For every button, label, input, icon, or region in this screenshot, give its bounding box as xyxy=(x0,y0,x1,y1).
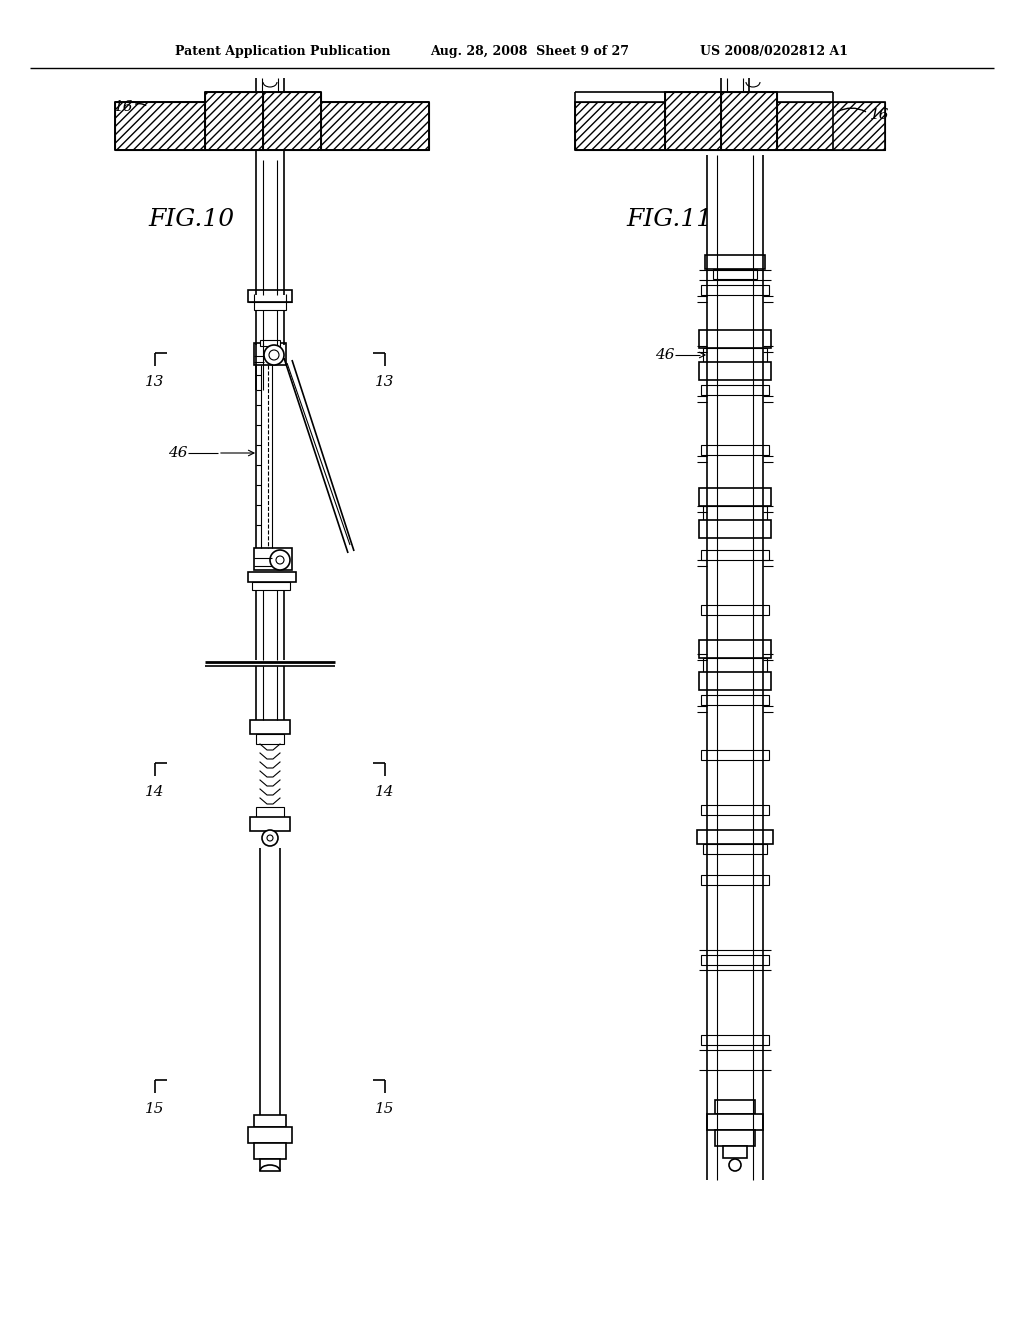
Bar xyxy=(715,1100,755,1114)
Bar xyxy=(721,92,777,150)
Bar xyxy=(254,302,286,310)
Bar xyxy=(723,1146,746,1158)
Text: 14: 14 xyxy=(375,785,394,799)
Bar xyxy=(777,102,885,150)
Text: FIG.11: FIG.11 xyxy=(626,209,712,231)
Bar xyxy=(713,269,757,279)
Text: Patent Application Publication: Patent Application Publication xyxy=(175,45,390,58)
Bar xyxy=(703,506,767,520)
Bar xyxy=(260,1159,280,1171)
Bar xyxy=(699,330,771,348)
Bar xyxy=(701,495,769,506)
Bar xyxy=(721,92,777,150)
Text: 46: 46 xyxy=(655,348,675,362)
Bar xyxy=(703,348,767,362)
Bar xyxy=(707,1114,763,1130)
Bar xyxy=(248,572,296,582)
Bar xyxy=(699,362,771,380)
Bar xyxy=(260,341,280,346)
Bar xyxy=(705,255,765,269)
Bar xyxy=(252,582,290,590)
Bar xyxy=(263,92,321,150)
Text: Aug. 28, 2008  Sheet 9 of 27: Aug. 28, 2008 Sheet 9 of 27 xyxy=(430,45,629,58)
Bar xyxy=(701,605,769,615)
Bar xyxy=(115,102,205,150)
Bar xyxy=(701,954,769,965)
Bar xyxy=(701,645,769,655)
Bar xyxy=(703,843,767,854)
Text: 13: 13 xyxy=(145,375,165,389)
Bar xyxy=(665,92,721,150)
Bar xyxy=(699,640,771,657)
Bar xyxy=(575,102,665,150)
Bar xyxy=(699,672,771,690)
Bar xyxy=(254,1143,286,1159)
Bar xyxy=(254,343,286,366)
Bar xyxy=(701,285,769,294)
Circle shape xyxy=(276,556,284,564)
Bar xyxy=(699,520,771,539)
Circle shape xyxy=(267,836,273,841)
Bar xyxy=(777,102,885,150)
Bar xyxy=(205,92,263,150)
Bar xyxy=(697,830,773,843)
Bar xyxy=(321,102,429,150)
Bar xyxy=(701,445,769,455)
Bar xyxy=(256,807,284,817)
Bar xyxy=(254,1115,286,1127)
Text: 16: 16 xyxy=(114,100,133,114)
Text: US 2008/0202812 A1: US 2008/0202812 A1 xyxy=(700,45,848,58)
Bar xyxy=(248,1127,292,1143)
Bar xyxy=(115,102,205,150)
Bar xyxy=(701,696,769,705)
Bar xyxy=(699,488,771,506)
Text: FIG.10: FIG.10 xyxy=(148,209,234,231)
Bar xyxy=(701,550,769,560)
Bar xyxy=(665,92,721,150)
Circle shape xyxy=(269,350,279,360)
Bar xyxy=(248,290,292,302)
Bar xyxy=(701,335,769,345)
Circle shape xyxy=(262,830,278,846)
Bar xyxy=(701,750,769,760)
Bar xyxy=(321,102,429,150)
Circle shape xyxy=(729,1159,741,1171)
Text: 15: 15 xyxy=(375,1102,394,1115)
Bar xyxy=(715,1130,755,1146)
Bar xyxy=(205,92,263,150)
Text: 13: 13 xyxy=(375,375,394,389)
Bar xyxy=(263,92,321,150)
Bar xyxy=(703,657,767,672)
Text: 14: 14 xyxy=(145,785,165,799)
Bar xyxy=(250,719,290,734)
Bar xyxy=(701,805,769,814)
Bar xyxy=(256,734,284,744)
Bar xyxy=(254,548,292,570)
Bar xyxy=(250,817,290,832)
Bar xyxy=(701,385,769,395)
Bar xyxy=(701,875,769,884)
Circle shape xyxy=(264,345,284,366)
Text: 46: 46 xyxy=(169,446,188,459)
Bar xyxy=(575,102,665,150)
Text: 16: 16 xyxy=(870,108,890,121)
Bar xyxy=(701,1035,769,1045)
Text: 15: 15 xyxy=(145,1102,165,1115)
Circle shape xyxy=(270,550,290,570)
